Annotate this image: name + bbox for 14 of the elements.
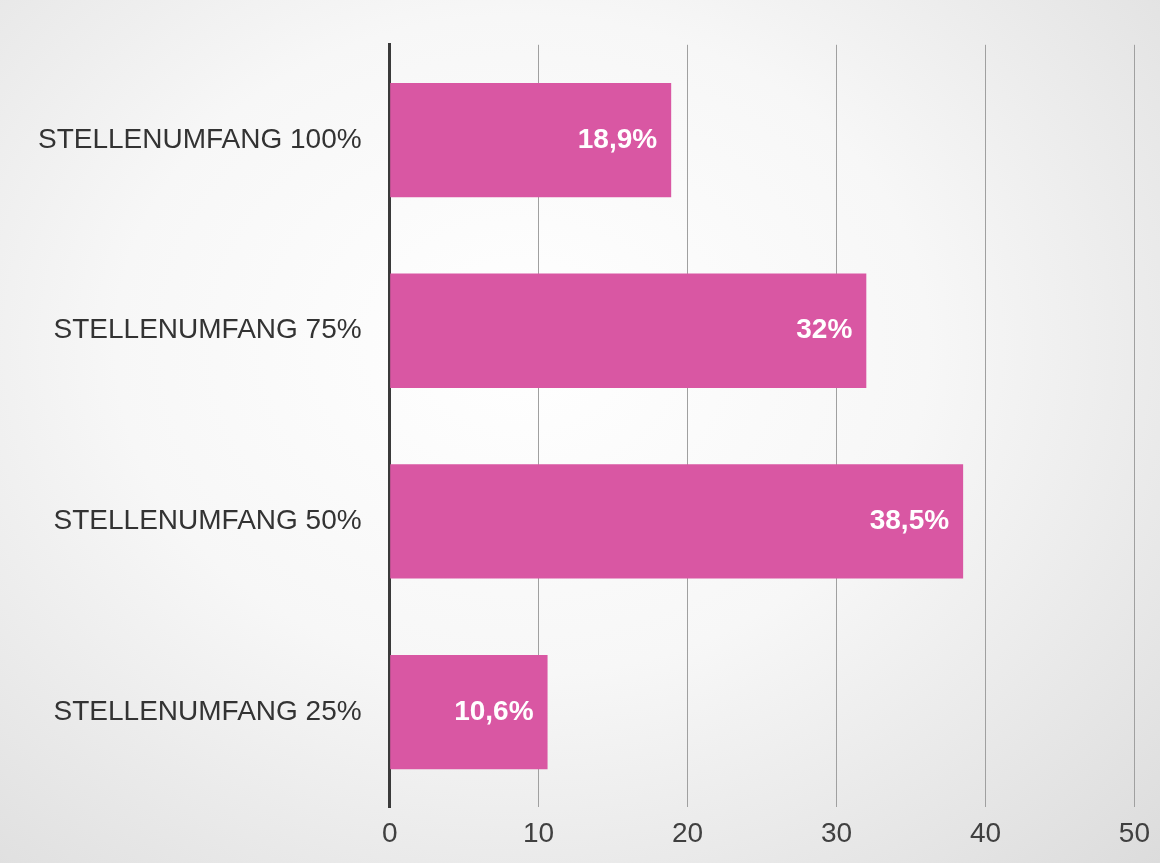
x-tick-label: 10 bbox=[523, 816, 555, 848]
data-label: 18,9% bbox=[577, 122, 658, 154]
x-tick-label: 40 bbox=[969, 816, 1002, 848]
x-tick-label: 20 bbox=[671, 816, 704, 848]
x-tick-label: 50 bbox=[1118, 816, 1151, 848]
y-tick-label: STELLENUMFANG 25% bbox=[53, 694, 362, 726]
data-label: 10,6% bbox=[454, 694, 534, 726]
y-tick-label: STELLENUMFANG 100% bbox=[38, 122, 362, 154]
y-tick-label: STELLENUMFANG 75% bbox=[53, 313, 362, 345]
data-label: 32% bbox=[796, 313, 853, 345]
data-label: 38,5% bbox=[869, 504, 950, 536]
x-tick-label: 30 bbox=[820, 816, 853, 848]
y-tick-label: STELLENUMFANG 50% bbox=[53, 504, 362, 536]
x-tick-label: 0 bbox=[381, 816, 398, 848]
